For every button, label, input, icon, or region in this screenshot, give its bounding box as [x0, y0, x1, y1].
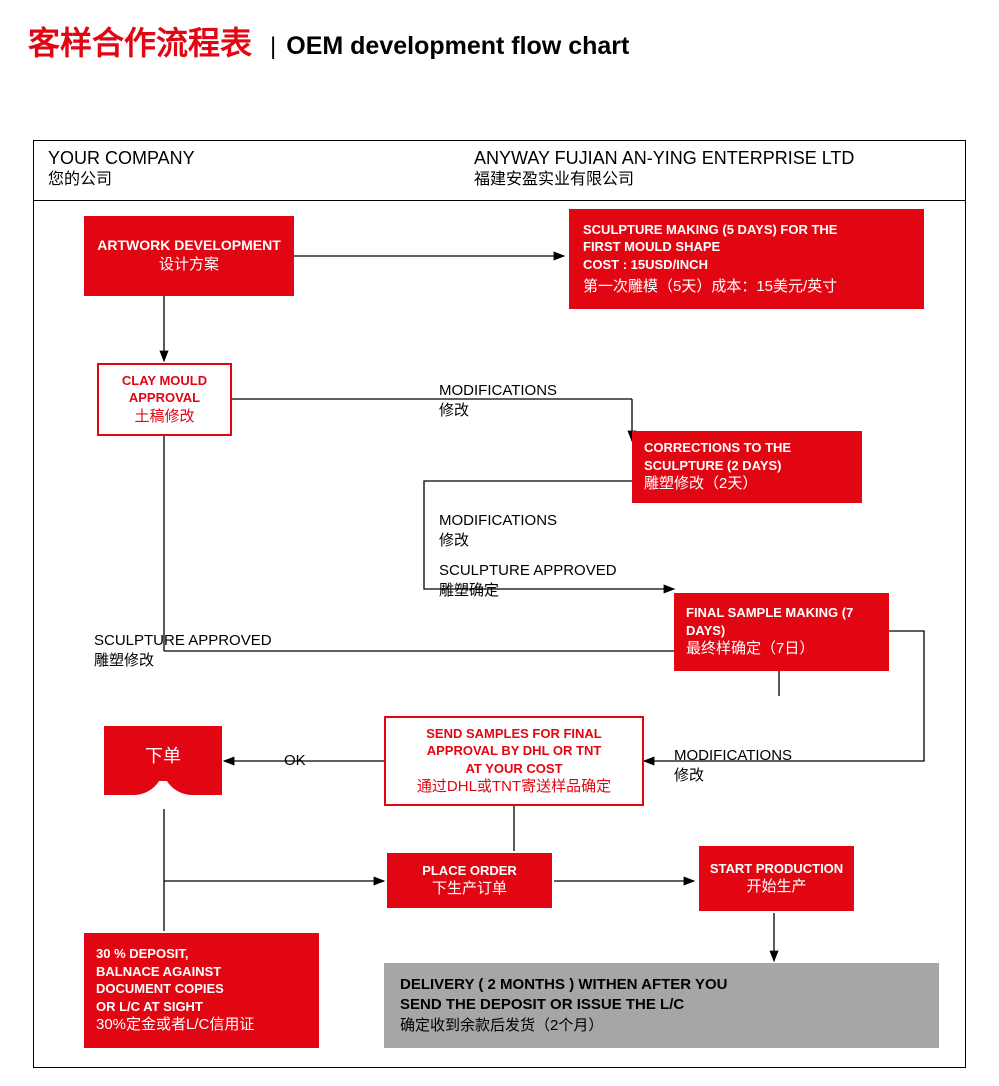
header-right-cn: 福建安盈实业有限公司	[474, 170, 854, 191]
node-clay-cn: 土稿修改	[109, 407, 220, 427]
node-sculpture-making: SCULPTURE MAKING (5 DAYS) FOR THE FIRST …	[569, 209, 924, 309]
node-clay-en: CLAY MOULD APPROVAL	[109, 372, 220, 407]
edge-label-modifications-2: MODIFICATIONS 修改	[439, 511, 557, 550]
node-final-cn: 最终样确定（7日）	[686, 639, 814, 659]
header-your-company: YOUR COMPANY 您的公司	[48, 147, 195, 191]
edge-label-sculpture-approved-mid: SCULPTURE APPROVED 雕塑确定	[439, 561, 617, 600]
node-place-cn: 下生产订单	[397, 879, 542, 899]
node-corrections: CORRECTIONS TO THE SCULPTURE (2 DAYS) 雕塑…	[632, 431, 862, 503]
edge-appr-left-en: SCULPTURE APPROVED	[94, 631, 272, 651]
node-artwork-cn: 设计方案	[94, 255, 284, 275]
node-clay-mould-approval: CLAY MOULD APPROVAL 土稿修改	[97, 363, 232, 436]
edge-ok-en: OK	[284, 751, 306, 771]
node-final-en: FINAL SAMPLE MAKING (7 DAYS)	[686, 604, 879, 639]
edge-appr-left-cn: 雕塑修改	[94, 651, 272, 671]
node-artwork-en: ARTWORK DEVELOPMENT	[94, 236, 284, 255]
node-start-cn: 开始生产	[709, 877, 844, 897]
node-artwork-development: ARTWORK DEVELOPMENT 设计方案	[84, 216, 294, 296]
node-deposit-en2: BALNACE AGAINST	[96, 963, 221, 981]
node-sculpture-en1: SCULPTURE MAKING (5 DAYS) FOR THE	[583, 221, 837, 239]
flowchart-frame: YOUR COMPANY 您的公司 ANYWAY FUJIAN AN-YING …	[33, 140, 966, 1068]
page: 客样合作流程表 | OEM development flow chart YOU…	[0, 0, 999, 1086]
edge-label-ok: OK	[284, 751, 306, 771]
edge-mod2-en: MODIFICATIONS	[439, 511, 557, 531]
header-left-cn: 您的公司	[48, 170, 195, 191]
node-sculpture-en2: FIRST MOULD SHAPE	[583, 238, 720, 256]
node-place-en: PLACE ORDER	[397, 862, 542, 880]
header-row: YOUR COMPANY 您的公司 ANYWAY FUJIAN AN-YING …	[34, 141, 965, 201]
node-send-en3: AT YOUR COST	[396, 760, 632, 778]
edge-mod1-en: MODIFICATIONS	[439, 381, 557, 401]
page-title: 客样合作流程表 | OEM development flow chart	[28, 18, 629, 64]
header-anyway: ANYWAY FUJIAN AN-YING ENTERPRISE LTD 福建安…	[474, 147, 854, 191]
edge-label-modifications-1: MODIFICATIONS 修改	[439, 381, 557, 420]
header-right-en: ANYWAY FUJIAN AN-YING ENTERPRISE LTD	[474, 147, 854, 170]
node-send-cn: 通过DHL或TNT寄送样品确定	[396, 777, 632, 797]
edge-mod3-cn: 修改	[674, 766, 792, 786]
node-send-samples: SEND SAMPLES FOR FINAL APPROVAL BY DHL O…	[384, 716, 644, 806]
node-sculpture-en3: COST : 15USD/INCH	[583, 256, 708, 274]
node-deposit-en1: 30 % DEPOSIT,	[96, 945, 188, 963]
edge-mod3-en: MODIFICATIONS	[674, 746, 792, 766]
node-delivery-cn: 确定收到余款后发货（2个月）	[400, 1016, 603, 1036]
node-order-banner: 下单	[104, 726, 222, 781]
node-start-en: START PRODUCTION	[709, 860, 844, 878]
node-deposit: 30 % DEPOSIT, BALNACE AGAINST DOCUMENT C…	[84, 933, 319, 1048]
title-en: OEM development flow chart	[286, 32, 629, 61]
edge-mod1-cn: 修改	[439, 401, 557, 421]
node-sculpture-cn: 第一次雕模（5天）成本：15美元/英寸	[583, 277, 837, 297]
header-left-en: YOUR COMPANY	[48, 147, 195, 170]
edge-mod2-cn: 修改	[439, 531, 557, 551]
node-corrections-en: CORRECTIONS TO THE SCULPTURE (2 DAYS)	[644, 439, 852, 474]
node-delivery-en2: SEND THE DEPOSIT OR ISSUE THE L/C	[400, 995, 684, 1015]
node-start-production: START PRODUCTION 开始生产	[699, 846, 854, 911]
node-send-en2: APPROVAL BY DHL OR TNT	[396, 742, 632, 760]
node-delivery-en1: DELIVERY ( 2 MONTHS ) WITHEN AFTER YOU	[400, 975, 728, 995]
edge-label-modifications-3: MODIFICATIONS 修改	[674, 746, 792, 785]
node-delivery: DELIVERY ( 2 MONTHS ) WITHEN AFTER YOU S…	[384, 963, 939, 1048]
node-corrections-cn: 雕塑修改（2天）	[644, 474, 757, 494]
node-deposit-en3: DOCUMENT COPIES	[96, 980, 224, 998]
node-place-order: PLACE ORDER 下生产订单	[387, 853, 552, 908]
edge-label-sculpture-approved-left: SCULPTURE APPROVED 雕塑修改	[94, 631, 272, 670]
node-deposit-en4: OR L/C AT SIGHT	[96, 998, 203, 1016]
node-final-sample: FINAL SAMPLE MAKING (7 DAYS) 最终样确定（7日）	[674, 593, 889, 671]
node-order-banner-cn: 下单	[104, 742, 222, 768]
node-deposit-cn: 30%定金或者L/C信用证	[96, 1015, 254, 1035]
node-send-en1: SEND SAMPLES FOR FINAL	[396, 725, 632, 743]
edge-appr-mid-cn: 雕塑确定	[439, 581, 617, 601]
banner-tail-icon	[104, 781, 222, 795]
edge-appr-mid-en: SCULPTURE APPROVED	[439, 561, 617, 581]
title-separator: |	[270, 33, 276, 61]
title-cn: 客样合作流程表	[28, 18, 252, 64]
